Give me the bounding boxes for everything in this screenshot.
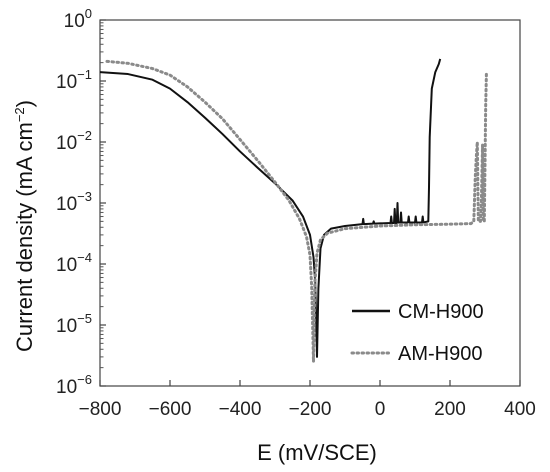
x-axis: −800 −600 −400 −200 0 200 400 [79, 380, 536, 420]
y-tick-label: 10−5 [56, 311, 92, 337]
legend-label-am-h900: AM-H900 [398, 343, 482, 365]
y-tick-label: 10−6 [56, 372, 92, 398]
x-tick-label: 400 [504, 399, 536, 420]
legend-label-cm-h900: CM-H900 [398, 301, 484, 323]
y-tick-label: 100 [64, 6, 92, 32]
x-axis-label: E (mV/SCE) [257, 440, 377, 465]
x-tick-label: −800 [79, 399, 122, 420]
y-tick-label: 10−2 [56, 128, 92, 154]
plot-frame [99, 19, 521, 387]
y-tick-label: 10−1 [56, 67, 92, 93]
x-tick-label: 200 [434, 399, 466, 420]
x-tick-label: −200 [289, 399, 332, 420]
legend: CM-H900 AM-H900 [350, 301, 484, 365]
x-tick-label: −600 [149, 399, 192, 420]
plot-area-border [99, 19, 521, 387]
y-tick-label: 10−3 [56, 189, 92, 215]
series-line-am-h900 [105, 59, 488, 364]
y-tick-label: 10−4 [56, 250, 92, 276]
y-axis: 100 10−1 10−2 10−3 10−4 10−5 10−6 [56, 6, 106, 398]
x-tick-label: −400 [219, 399, 262, 420]
series-group [99, 58, 488, 364]
x-tick-label: 0 [375, 399, 386, 420]
y-axis-label: Current density (mA cm−2) [12, 100, 37, 352]
